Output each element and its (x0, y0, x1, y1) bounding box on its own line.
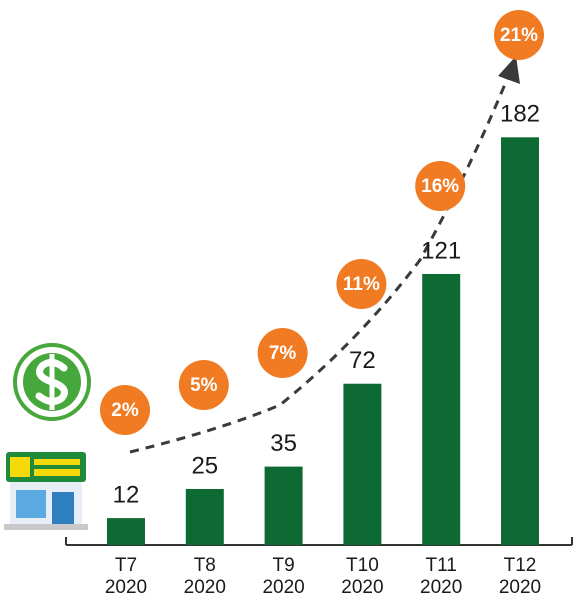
arrow-head (498, 56, 520, 84)
x-tick-label: 2020 (184, 577, 226, 598)
growth-badge (257, 328, 308, 378)
value-label: 121 (421, 237, 461, 264)
x-tick-label: T7 (115, 555, 137, 576)
x-tick-label: 2020 (105, 577, 147, 598)
growth-label: 5% (190, 375, 218, 396)
bar (501, 137, 539, 545)
growth-badge (415, 161, 466, 211)
growth-label: 21% (500, 25, 538, 46)
growth-badge (336, 259, 387, 309)
axis (65, 537, 573, 546)
x-tick-label: T10 (346, 555, 379, 576)
growth-badge (494, 10, 544, 60)
bar (185, 489, 224, 545)
growth-label: 11% (343, 274, 380, 295)
growth-badge (178, 360, 229, 410)
value-label: 12 (113, 481, 140, 508)
x-tick-label: T9 (273, 555, 295, 576)
growth-label: 16% (421, 176, 459, 197)
growth-badge (100, 385, 150, 435)
bar (343, 383, 382, 545)
x-tick-label: T8 (194, 555, 216, 576)
value-label: 35 (270, 430, 297, 457)
growth-label: 7% (269, 343, 297, 364)
bar (264, 466, 303, 545)
x-tick-label: 2020 (499, 577, 541, 598)
x-tick-label: 2020 (262, 577, 304, 598)
trend-arrow (129, 71, 512, 454)
dollar-icon (13, 343, 91, 421)
growth-label: 2% (111, 400, 139, 421)
x-tick-label: 2020 (341, 577, 383, 598)
store-icon (4, 452, 88, 530)
bar (107, 518, 145, 545)
value-label: 25 (191, 452, 218, 479)
x-tick-label: 2020 (420, 577, 462, 598)
value-label: 182 (500, 101, 540, 128)
x-tick-label: T11 (426, 555, 457, 576)
value-label: 72 (349, 347, 376, 374)
bar (422, 273, 461, 545)
x-tick-label: T12 (504, 555, 537, 576)
